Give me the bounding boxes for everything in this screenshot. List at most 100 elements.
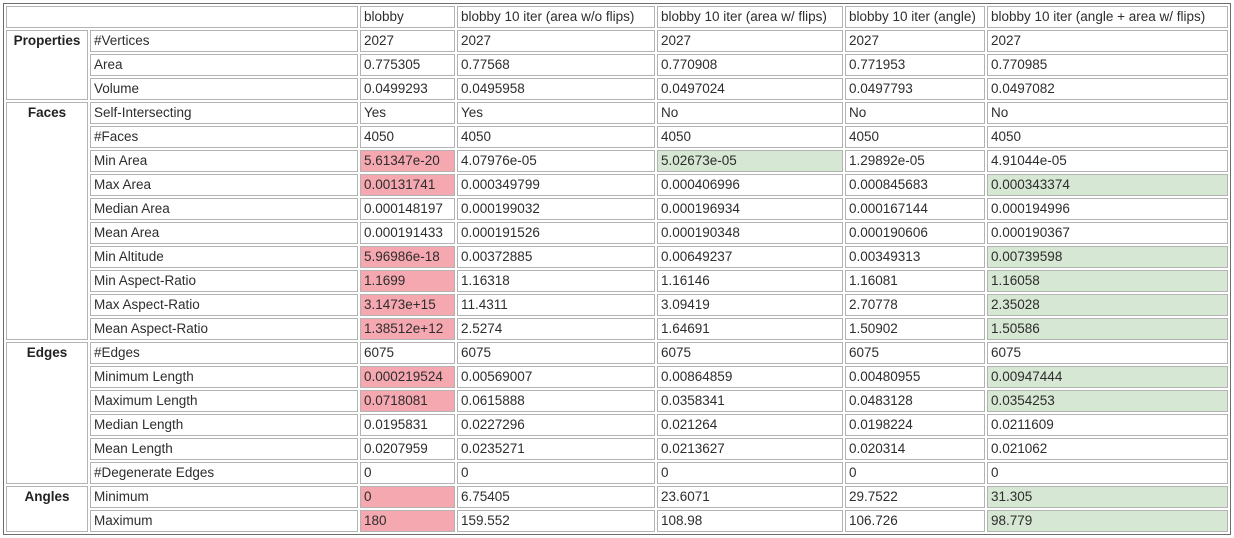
value-cell: 159.552 [457, 510, 655, 532]
table-row: Volume 0.0499293 0.0495958 0.0497024 0.04977… [6, 78, 1228, 100]
row-label: #Vertices [90, 30, 358, 52]
table-row: Max Aspect-Ratio 3.1473e+15 11.4311 3.09419… [6, 294, 1228, 316]
table-row: Median Length 0.0195831 0.0227296 0.021264 0… [6, 414, 1228, 436]
row-label: Self-Intersecting [90, 102, 358, 124]
value-cell: Yes [360, 102, 455, 124]
value-cell: 1.16318 [457, 270, 655, 292]
value-cell: 29.7522 [845, 486, 985, 508]
value-cell: 0.0495958 [457, 78, 655, 100]
table-row: Min Aspect-Ratio 1.1699 1.16318 1.16146 1.16… [6, 270, 1228, 292]
value-cell: 2027 [845, 30, 985, 52]
value-cell: 2.35028 [987, 294, 1228, 316]
value-cell: 0.0213627 [657, 438, 843, 460]
value-cell: 6075 [657, 342, 843, 364]
value-cell: 0.000406996 [657, 174, 843, 196]
table-row: Median Area 0.000148197 0.000199032 0.00019… [6, 198, 1228, 220]
value-cell: 5.61347e-20 [360, 150, 455, 172]
value-cell: 0.0195831 [360, 414, 455, 436]
value-cell: 31.305 [987, 486, 1228, 508]
value-cell: 2027 [457, 30, 655, 52]
value-cell: 1.16081 [845, 270, 985, 292]
value-cell: 0 [845, 462, 985, 484]
value-cell: 0.000196934 [657, 198, 843, 220]
row-label: Mean Aspect-Ratio [90, 318, 358, 340]
value-cell: 0.00649237 [657, 246, 843, 268]
table-row: Min Altitude 5.96986e-18 0.00372885 0.00649… [6, 246, 1228, 268]
value-cell: 23.6071 [657, 486, 843, 508]
value-cell: 0 [457, 462, 655, 484]
value-cell: 1.1699 [360, 270, 455, 292]
value-cell: 2027 [360, 30, 455, 52]
row-label: Mean Area [90, 222, 358, 244]
value-cell: 1.38512e+12 [360, 318, 455, 340]
table-row: #Degenerate Edges 0 0 0 0 0 [6, 462, 1228, 484]
value-cell: 0.0198224 [845, 414, 985, 436]
table-row: Mean Length 0.0207959 0.0235271 0.0213627 0.… [6, 438, 1228, 460]
value-cell: 0 [657, 462, 843, 484]
row-label: Volume [90, 78, 358, 100]
value-cell: 0.0615888 [457, 390, 655, 412]
value-cell: 0.000190367 [987, 222, 1228, 244]
value-cell: 0 [360, 486, 455, 508]
row-label: Median Area [90, 198, 358, 220]
value-cell: 0.000148197 [360, 198, 455, 220]
value-cell: 0.0497793 [845, 78, 985, 100]
value-cell: 0.000191526 [457, 222, 655, 244]
column-header: blobby 10 iter (angle) [845, 6, 985, 28]
row-label: #Edges [90, 342, 358, 364]
value-cell: 11.4311 [457, 294, 655, 316]
corner-cell [6, 6, 358, 28]
value-cell: 0.000219524 [360, 366, 455, 388]
column-header: blobby 10 iter (area w/o flips) [457, 6, 655, 28]
table-row: Mean Aspect-Ratio 1.38512e+12 2.5274 1.6469… [6, 318, 1228, 340]
value-cell: 0.0207959 [360, 438, 455, 460]
value-cell: 0.0497082 [987, 78, 1228, 100]
value-cell: 0.000191433 [360, 222, 455, 244]
value-cell: 0.00131741 [360, 174, 455, 196]
value-cell: 0.0718081 [360, 390, 455, 412]
value-cell: 5.02673e-05 [657, 150, 843, 172]
value-cell: 0.00480955 [845, 366, 985, 388]
table-row: Faces Self-Intersecting Yes Yes No No No [6, 102, 1228, 340]
value-cell: 0.00569007 [457, 366, 655, 388]
value-cell: 0.000194996 [987, 198, 1228, 220]
value-cell: 1.16146 [657, 270, 843, 292]
value-cell: 6075 [457, 342, 655, 364]
value-cell: 2027 [987, 30, 1228, 52]
value-cell: 0 [987, 462, 1228, 484]
value-cell: 1.16058 [987, 270, 1228, 292]
value-cell: 0.770908 [657, 54, 843, 76]
row-label: #Faces [90, 126, 358, 148]
column-header: blobby [360, 6, 455, 28]
value-cell: 0.021264 [657, 414, 843, 436]
value-cell: 0.00372885 [457, 246, 655, 268]
value-cell: 180 [360, 510, 455, 532]
value-cell: 6075 [987, 342, 1228, 364]
value-cell: Yes [457, 102, 655, 124]
value-cell: 4.07976e-05 [457, 150, 655, 172]
value-cell: 0.0235271 [457, 438, 655, 460]
table-row: #Faces 4050 4050 4050 4050 4050 [6, 126, 1228, 148]
row-label: Minimum Length [90, 366, 358, 388]
section-label-faces: Faces [6, 102, 88, 340]
table-row: Properties #Vertices 2027 2027 2027 2027 2027 [6, 30, 1228, 100]
value-cell: 98.779 [987, 510, 1228, 532]
table-row: Edges #Edges 6075 6075 6075 6075 6075 [6, 342, 1228, 484]
value-cell: 0.0499293 [360, 78, 455, 100]
value-cell: 0.00864859 [657, 366, 843, 388]
value-cell: 106.726 [845, 510, 985, 532]
value-cell: 4050 [657, 126, 843, 148]
value-cell: 0.77568 [457, 54, 655, 76]
row-label: Maximum Length [90, 390, 358, 412]
value-cell: 0.021062 [987, 438, 1228, 460]
table-row: Mean Area 0.000191433 0.000191526 0.0001903… [6, 222, 1228, 244]
value-cell: 4050 [845, 126, 985, 148]
table-row: Angles Minimum 0 6.75405 23.6071 29.7522 31.30… [6, 486, 1228, 532]
value-cell: 3.1473e+15 [360, 294, 455, 316]
row-label: Min Area [90, 150, 358, 172]
value-cell: 0.0497024 [657, 78, 843, 100]
table-row: Maximum 180 159.552 108.98 106.726 98.779 [6, 510, 1228, 532]
value-cell: 2.70778 [845, 294, 985, 316]
value-cell: 0.000343374 [987, 174, 1228, 196]
